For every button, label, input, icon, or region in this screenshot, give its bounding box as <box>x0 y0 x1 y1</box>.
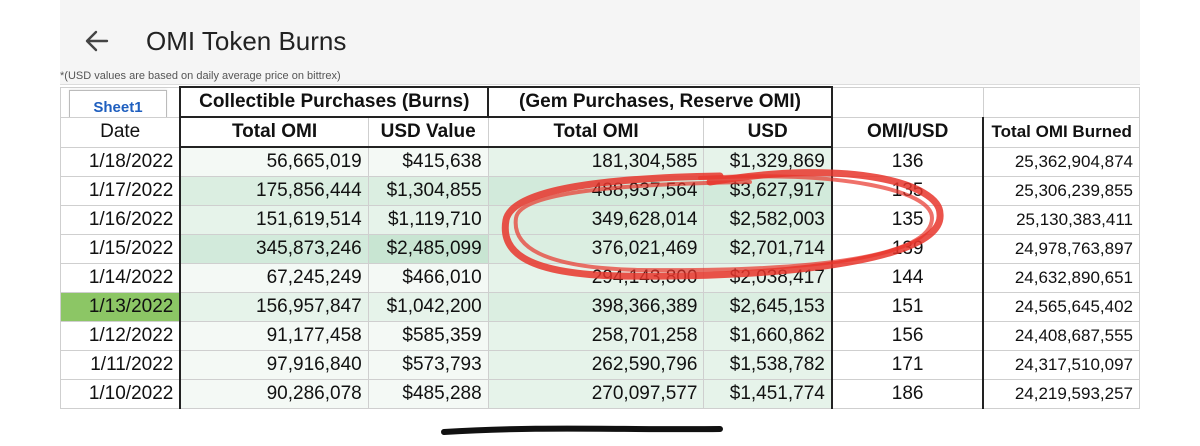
cell-total-burned[interactable]: 24,978,763,897 <box>982 234 1140 264</box>
cell-total-burned[interactable]: 25,306,239,855 <box>982 176 1140 206</box>
cell-date[interactable]: 1/17/2022 <box>60 176 181 206</box>
cell-gem-total-omi[interactable]: 376,021,469 <box>487 234 705 264</box>
cell-gem-usd[interactable]: $3,627,917 <box>703 176 833 206</box>
gem-group-header: (Gem Purchases, Reserve OMI) <box>487 86 833 118</box>
cell-gem-total-omi[interactable]: 294,143,800 <box>487 263 705 293</box>
cell-date[interactable]: 1/13/2022 <box>60 292 181 322</box>
cell-gem-usd[interactable]: $1,538,782 <box>703 350 833 380</box>
header-collectible-total-omi[interactable]: Total OMI <box>179 116 369 148</box>
cell-collectible-total-omi[interactable]: 97,916,840 <box>179 350 369 380</box>
app-bar: OMI Token Burns <box>60 0 1140 85</box>
black-scribble-annotation <box>441 425 723 435</box>
table-row: 1/11/2022 97,916,840 $573,793 262,590,796 $1… <box>60 350 1140 380</box>
cell-collectible-usd[interactable]: $1,042,200 <box>367 292 489 322</box>
cell-gem-total-omi[interactable]: 258,701,258 <box>487 321 705 351</box>
tab-cell: Sheet1 <box>60 86 181 118</box>
cell-total-burned[interactable]: 24,219,593,257 <box>982 379 1140 409</box>
table-row: 1/13/2022 156,957,847 $1,042,200 398,366,38… <box>60 292 1140 322</box>
cell-collectible-usd[interactable]: $1,119,710 <box>367 205 489 235</box>
cell-collectible-total-omi[interactable]: 91,177,458 <box>179 321 369 351</box>
header-total-burned[interactable]: Total OMI Burned <box>982 116 1140 148</box>
empty-cell[interactable] <box>831 86 984 118</box>
cell-omi-usd[interactable]: 136 <box>831 146 984 177</box>
cell-date[interactable]: 1/18/2022 <box>60 146 181 177</box>
back-button[interactable] <box>82 24 112 58</box>
empty-cell[interactable] <box>982 86 1140 118</box>
cell-collectible-usd[interactable]: $466,010 <box>367 263 489 293</box>
table-row: 1/15/2022 345,873,246 $2,485,099 376,021,46… <box>60 234 1140 264</box>
cell-gem-usd[interactable]: $2,645,153 <box>703 292 833 322</box>
collectible-group-header: Collectible Purchases (Burns) <box>179 86 490 118</box>
table-row: 1/14/2022 67,245,249 $466,010 294,143,800 $2… <box>60 263 1140 293</box>
header-date[interactable]: Date <box>60 116 181 148</box>
header-collectible-usd[interactable]: USD Value <box>367 116 489 148</box>
header-gem-usd[interactable]: USD <box>703 116 833 148</box>
cell-gem-total-omi[interactable]: 349,628,014 <box>487 205 705 235</box>
cell-collectible-total-omi[interactable]: 156,957,847 <box>179 292 369 322</box>
sheet-tab[interactable]: Sheet1 <box>69 89 167 116</box>
burn-table: Sheet1 Collectible Purchases (Burns) (Ge… <box>60 86 1140 409</box>
cell-total-burned[interactable]: 24,408,687,555 <box>982 321 1140 351</box>
header-omi-usd[interactable]: OMI/USD <box>831 116 984 148</box>
cell-omi-usd[interactable]: 151 <box>831 292 984 322</box>
table-row: 1/18/2022 56,665,019 $415,638 181,304,585 $1… <box>60 146 1140 177</box>
sheet-note: *(USD values are based on daily average … <box>60 70 341 82</box>
cell-collectible-total-omi[interactable]: 345,873,246 <box>179 234 369 264</box>
cell-gem-usd[interactable]: $2,582,003 <box>703 205 833 235</box>
table-row: 1/16/2022 151,619,514 $1,119,710 349,628,01… <box>60 205 1140 235</box>
arrow-left-icon <box>85 30 109 52</box>
cell-gem-usd[interactable]: $1,451,774 <box>703 379 833 409</box>
cell-date[interactable]: 1/10/2022 <box>60 379 181 409</box>
cell-omi-usd[interactable]: 135 <box>831 205 984 235</box>
cell-collectible-usd[interactable]: $485,288 <box>367 379 489 409</box>
table-row: 1/12/2022 91,177,458 $585,359 258,701,258 $1… <box>60 321 1140 351</box>
cell-collectible-usd[interactable]: $585,359 <box>367 321 489 351</box>
cell-omi-usd[interactable]: 144 <box>831 263 984 293</box>
cell-collectible-usd[interactable]: $415,638 <box>367 146 489 177</box>
table-row: 1/17/2022 175,856,444 $1,304,855 488,937,56… <box>60 176 1140 206</box>
cell-date[interactable]: 1/16/2022 <box>60 205 181 235</box>
cell-omi-usd[interactable]: 139 <box>831 234 984 264</box>
column-header-row: Date Total OMI USD Value Total OMI USD O… <box>60 116 1140 148</box>
cell-gem-usd[interactable]: $2,701,714 <box>703 234 833 264</box>
cell-total-burned[interactable]: 24,317,510,097 <box>982 350 1140 380</box>
spreadsheet: Sheet1 Collectible Purchases (Burns) (Ge… <box>60 86 1140 446</box>
cell-collectible-usd[interactable]: $1,304,855 <box>367 176 489 206</box>
cell-gem-total-omi[interactable]: 398,366,389 <box>487 292 705 322</box>
cell-collectible-total-omi[interactable]: 67,245,249 <box>179 263 369 293</box>
cell-gem-usd[interactable]: $2,038,417 <box>703 263 833 293</box>
cell-date[interactable]: 1/11/2022 <box>60 350 181 380</box>
cell-total-burned[interactable]: 24,632,890,651 <box>982 263 1140 293</box>
cell-gem-usd[interactable]: $1,329,869 <box>703 146 833 177</box>
cell-omi-usd[interactable]: 186 <box>831 379 984 409</box>
cell-collectible-total-omi[interactable]: 175,856,444 <box>179 176 369 206</box>
cell-gem-total-omi[interactable]: 270,097,577 <box>487 379 705 409</box>
cell-total-burned[interactable]: 25,362,904,874 <box>982 146 1140 177</box>
cell-collectible-total-omi[interactable]: 90,286,078 <box>179 379 369 409</box>
cell-date[interactable]: 1/15/2022 <box>60 234 181 264</box>
cell-collectible-usd[interactable]: $573,793 <box>367 350 489 380</box>
cell-date[interactable]: 1/14/2022 <box>60 263 181 293</box>
cell-total-burned[interactable]: 24,565,645,402 <box>982 292 1140 322</box>
cell-collectible-total-omi[interactable]: 56,665,019 <box>179 146 369 177</box>
cell-omi-usd[interactable]: 171 <box>831 350 984 380</box>
cell-date[interactable]: 1/12/2022 <box>60 321 181 351</box>
page-title: OMI Token Burns <box>146 26 347 56</box>
header-gem-total-omi[interactable]: Total OMI <box>487 116 705 148</box>
table-row: 1/10/2022 90,286,078 $485,288 270,097,577 $1… <box>60 379 1140 409</box>
cell-total-burned[interactable]: 25,130,383,411 <box>982 205 1140 235</box>
cell-collectible-usd[interactable]: $2,485,099 <box>367 234 489 264</box>
cell-omi-usd[interactable]: 135 <box>831 176 984 206</box>
cell-collectible-total-omi[interactable]: 151,619,514 <box>179 205 369 235</box>
cell-gem-usd[interactable]: $1,660,862 <box>703 321 833 351</box>
group-header-row: Sheet1 Collectible Purchases (Burns) (Ge… <box>60 86 1140 118</box>
cell-gem-total-omi[interactable]: 488,937,564 <box>487 176 705 206</box>
cell-gem-total-omi[interactable]: 262,590,796 <box>487 350 705 380</box>
cell-gem-total-omi[interactable]: 181,304,585 <box>487 146 705 177</box>
cell-omi-usd[interactable]: 156 <box>831 321 984 351</box>
